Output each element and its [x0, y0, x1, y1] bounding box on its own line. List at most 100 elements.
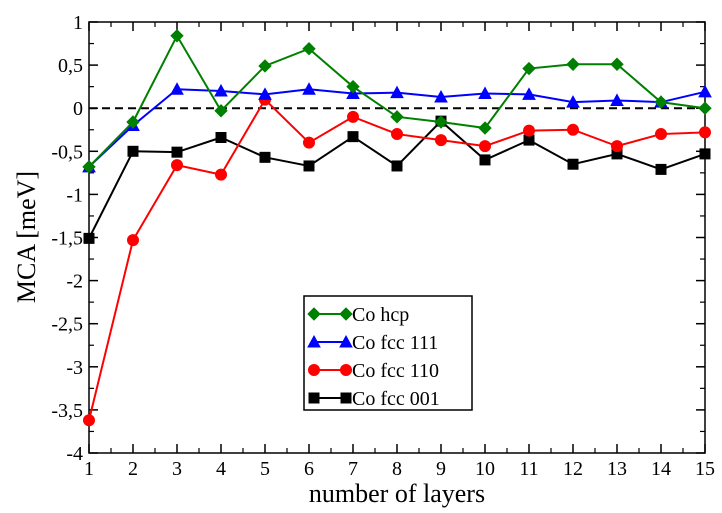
data-point-co-fcc-110: [171, 159, 183, 172]
x-tick-label: 5: [260, 458, 270, 480]
data-point-co-fcc-110: [83, 414, 95, 427]
data-point-co-hcp: [478, 121, 492, 135]
legend-label-co-fcc-111: Co fcc 111: [352, 332, 438, 354]
data-point-co-fcc-110: [567, 123, 579, 136]
legend-marker-co-fcc-111: [307, 334, 321, 348]
data-point-co-hcp: [126, 115, 140, 129]
legend-entry-co-hcp: Co hcp: [307, 304, 409, 326]
series-co-fcc-110: [83, 93, 711, 427]
x-axis-title: number of layers: [309, 479, 485, 508]
data-point-co-hcp: [82, 160, 96, 174]
y-tick-label: -1: [66, 184, 83, 206]
legend-label-co-hcp: Co hcp: [352, 304, 409, 326]
legend-marker-co-fcc-110: [308, 364, 320, 376]
data-point-co-fcc-001: [347, 131, 359, 143]
y-tick-label: -3: [66, 357, 83, 379]
y-tick-label: -2,5: [51, 314, 83, 336]
series-layer: [82, 29, 712, 427]
legend-entry-co-fcc-110: Co fcc 110: [308, 360, 439, 382]
legend-entry-co-fcc-001: Co fcc 001: [308, 388, 440, 410]
legend-marker-co-fcc-001: [340, 392, 352, 404]
data-point-co-fcc-001: [215, 132, 227, 144]
data-point-co-fcc-110: [523, 124, 535, 137]
data-point-co-fcc-111: [302, 82, 316, 95]
data-point-co-fcc-111: [258, 87, 272, 100]
data-point-co-hcp: [390, 110, 404, 124]
x-tick-label: 13: [607, 458, 627, 480]
data-point-co-hcp: [654, 95, 668, 109]
x-tick-label: 11: [519, 458, 538, 480]
data-point-co-hcp: [698, 101, 712, 115]
ticks-layer: 1 2 3 4 5 6 7 8 9 10 11 12 13 14 1510,50-0,5-1-1,5-2-2…: [51, 12, 715, 480]
y-tick-label: -4: [66, 443, 83, 465]
data-point-co-fcc-111: [170, 82, 184, 95]
data-point-co-fcc-111: [610, 93, 624, 106]
y-tick-label: 0,5: [58, 55, 83, 77]
data-point-co-fcc-111: [698, 84, 712, 98]
y-tick-label: 1: [73, 12, 83, 34]
data-point-co-hcp: [610, 57, 624, 71]
data-point-co-fcc-001: [655, 163, 667, 175]
data-point-co-hcp: [302, 42, 316, 56]
data-point-co-fcc-110: [435, 134, 447, 147]
x-tick-label: 15: [695, 458, 715, 480]
legend-marker-co-hcp: [339, 307, 353, 321]
data-point-co-fcc-111: [522, 87, 536, 100]
x-tick-label: 10: [475, 458, 495, 480]
data-point-co-fcc-111: [566, 95, 580, 108]
legend: Co hcp Co fcc 111 Co fcc 110 Co fcc 001: [303, 295, 473, 411]
data-point-co-fcc-111: [390, 85, 404, 99]
data-point-co-fcc-110: [391, 128, 403, 141]
data-point-co-fcc-001: [699, 148, 711, 160]
data-point-co-fcc-110: [479, 140, 491, 153]
data-point-co-fcc-110: [347, 110, 359, 123]
data-point-co-fcc-110: [655, 128, 667, 141]
data-point-co-fcc-001: [567, 158, 579, 170]
data-point-co-hcp: [214, 104, 228, 118]
y-tick-label: -0,5: [51, 141, 83, 163]
x-tick-label: 12: [563, 458, 583, 480]
data-point-co-fcc-001: [171, 146, 183, 158]
data-point-co-fcc-110: [699, 126, 711, 139]
data-point-co-fcc-110: [127, 234, 139, 247]
data-point-co-hcp: [170, 29, 184, 43]
series-co-hcp: [82, 29, 712, 174]
x-tick-label: 4: [216, 458, 226, 480]
data-point-co-fcc-111: [214, 83, 228, 97]
data-point-co-fcc-110: [303, 136, 315, 149]
x-tick-label: 8: [392, 458, 402, 480]
legend-label-co-fcc-110: Co fcc 110: [352, 360, 439, 382]
y-tick-label: -3,5: [51, 400, 83, 422]
legend-label-co-fcc-001: Co fcc 001: [352, 388, 440, 410]
data-point-co-hcp: [434, 115, 448, 129]
data-point-co-fcc-001: [83, 232, 95, 244]
data-point-co-fcc-001: [391, 160, 403, 172]
y-tick-label: 0: [73, 98, 83, 120]
data-point-co-fcc-110: [215, 168, 227, 181]
series-co-fcc-111: [82, 82, 712, 173]
legend-marker-co-hcp: [307, 307, 321, 321]
data-point-co-hcp: [522, 61, 536, 76]
x-tick-label: 1: [84, 458, 94, 480]
x-tick-label: 6: [304, 458, 314, 480]
legend-marker-co-fcc-001: [308, 392, 320, 404]
data-point-co-hcp: [258, 59, 272, 73]
data-point-co-fcc-001: [479, 154, 491, 166]
legend-marker-co-fcc-110: [340, 364, 352, 376]
x-tick-label: 9: [436, 458, 446, 480]
y-tick-label: -1,5: [51, 228, 83, 250]
x-tick-label: 3: [172, 458, 182, 480]
x-tick-label: 2: [128, 458, 138, 480]
data-point-co-fcc-111: [434, 89, 448, 103]
data-point-co-fcc-110: [611, 140, 623, 153]
data-point-co-hcp: [566, 57, 580, 71]
x-tick-label: 14: [651, 458, 671, 480]
x-tick-label: 7: [348, 458, 358, 480]
y-axis-title: MCA [meV]: [12, 171, 41, 303]
data-point-co-fcc-111: [478, 86, 492, 100]
data-point-co-fcc-001: [127, 145, 139, 157]
data-point-co-fcc-001: [259, 151, 271, 163]
legend-entry-co-fcc-111: Co fcc 111: [307, 332, 438, 354]
legend-marker-co-fcc-111: [339, 334, 353, 348]
